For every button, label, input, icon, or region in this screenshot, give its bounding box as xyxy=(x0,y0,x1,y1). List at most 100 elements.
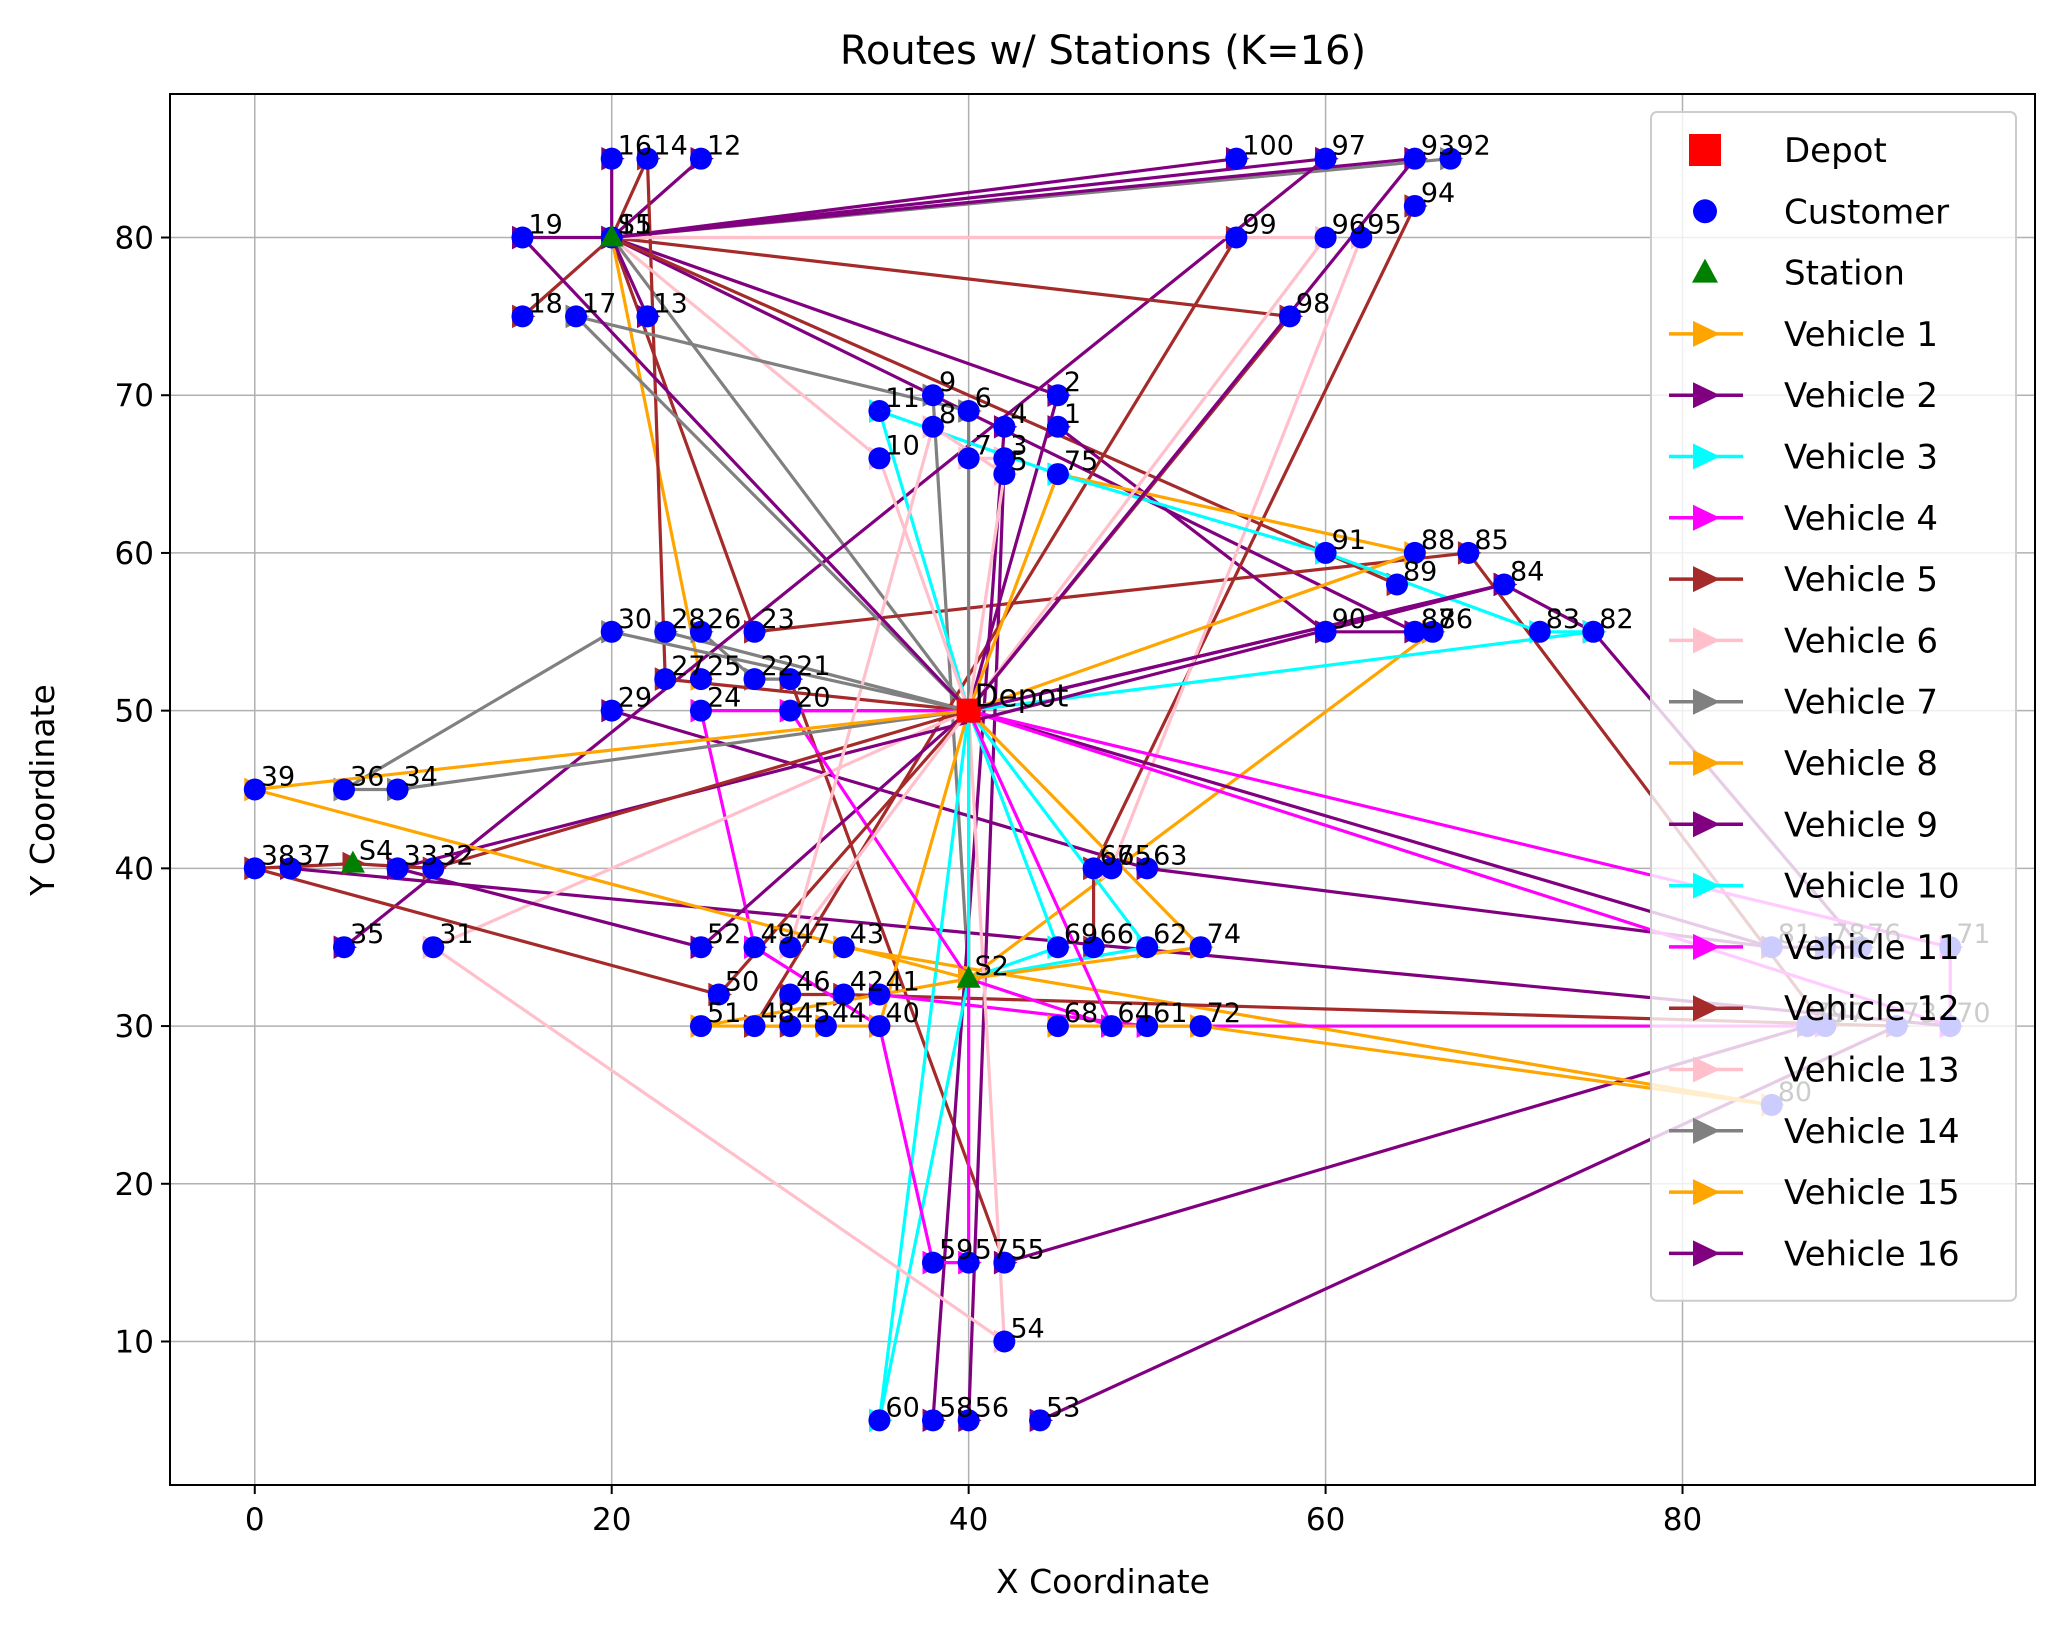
customer-label: 43 xyxy=(850,919,884,950)
route-segment xyxy=(521,236,970,712)
customer-label: 29 xyxy=(618,683,652,714)
route-segment xyxy=(967,473,1060,712)
legend-item: Vehicle 12 xyxy=(1669,989,1960,1029)
route-segment xyxy=(254,866,720,997)
depot-marker xyxy=(956,698,981,723)
customer-point xyxy=(1136,1015,1159,1038)
customer-point xyxy=(921,415,944,438)
legend-label: Depot xyxy=(1784,131,1887,171)
route-segment xyxy=(610,158,649,239)
legend-item: Vehicle 9 xyxy=(1669,805,1938,845)
customer-point xyxy=(993,1251,1016,1274)
legend-arrow-swatch xyxy=(1693,1240,1720,1267)
customer-label: 20 xyxy=(796,683,830,714)
customer-point xyxy=(689,936,712,959)
customer-label: 17 xyxy=(582,288,616,319)
route-segment xyxy=(968,709,1773,949)
legend-label: Vehicle 8 xyxy=(1784,744,1938,784)
legend-item: Vehicle 13 xyxy=(1669,1051,1960,1091)
depot-label: Depot xyxy=(975,679,1069,715)
customer-label: 15 xyxy=(618,210,652,241)
customer-point xyxy=(921,1251,944,1274)
customer-label: 96 xyxy=(1332,210,1366,241)
customer-point xyxy=(743,1015,766,1038)
customer-label: 8 xyxy=(939,399,956,430)
legend-label: Vehicle 9 xyxy=(1784,805,1938,845)
customer-label: 97 xyxy=(1332,131,1366,162)
y-tick-label: 80 xyxy=(115,221,154,257)
route-segment xyxy=(575,314,970,413)
legend-item: Vehicle 8 xyxy=(1669,744,1938,784)
route-segment xyxy=(397,866,702,949)
customer-label: 11 xyxy=(885,383,919,414)
route-segment xyxy=(967,236,1327,712)
customer-label: 93 xyxy=(1421,131,1455,162)
customer-label: 89 xyxy=(1403,556,1437,587)
legend-label: Vehicle 10 xyxy=(1784,867,1960,907)
customer-label: 90 xyxy=(1332,604,1366,635)
legend-label: Vehicle 6 xyxy=(1784,621,1938,661)
customer-label: 63 xyxy=(1153,840,1187,871)
customer-point xyxy=(565,305,588,328)
customer-label: 65 xyxy=(1117,840,1151,871)
legend-item: Vehicle 1 xyxy=(1669,315,1938,355)
customer-point xyxy=(689,668,712,691)
route-segment xyxy=(968,977,1112,1028)
customer-point xyxy=(1278,305,1301,328)
legend-arrow-swatch xyxy=(1693,811,1720,838)
route-segment xyxy=(254,862,354,870)
customer-label: 6 xyxy=(975,383,992,414)
legend-arrow-swatch xyxy=(1693,750,1720,776)
customer-point xyxy=(1189,1015,1212,1038)
customer-point xyxy=(1493,573,1516,596)
legend-label: Vehicle 4 xyxy=(1784,499,1938,539)
customer-label: 28 xyxy=(671,604,705,635)
customer-point xyxy=(689,699,712,722)
legend-item: Vehicle 7 xyxy=(1669,683,1938,723)
customer-point xyxy=(386,778,409,801)
legend-item: Vehicle 11 xyxy=(1669,928,1960,968)
customer-label: 39 xyxy=(261,762,295,793)
route-segment xyxy=(254,709,969,792)
customer-point xyxy=(1314,620,1337,643)
customer-label: 52 xyxy=(707,919,741,950)
route-segment xyxy=(877,710,971,1027)
customer-point xyxy=(636,305,659,328)
customer-point xyxy=(422,936,445,959)
customer-label: 91 xyxy=(1332,525,1366,556)
customer-point xyxy=(1314,147,1337,170)
route-segment xyxy=(877,978,971,1421)
route-segment xyxy=(967,157,1417,712)
customer-label: 83 xyxy=(1546,604,1580,635)
legend-item: Depot xyxy=(1689,131,1887,171)
customer-point xyxy=(868,983,891,1006)
customer-point xyxy=(957,399,980,422)
customer-point xyxy=(1136,857,1159,880)
customer-point xyxy=(1082,857,1105,880)
legend-customer-swatch xyxy=(1693,199,1717,224)
customer-label: 59 xyxy=(939,1235,973,1266)
customer-point xyxy=(832,983,855,1006)
legend-arrow-swatch xyxy=(1693,872,1720,899)
route-segment xyxy=(1057,472,1416,555)
y-tick-label: 10 xyxy=(115,1324,154,1360)
customer-point xyxy=(1046,384,1069,407)
customer-label: 34 xyxy=(404,762,438,793)
customer-label: 94 xyxy=(1421,178,1455,209)
legend-station-swatch xyxy=(1692,258,1718,283)
customer-label: 62 xyxy=(1153,919,1187,950)
station-point xyxy=(956,965,981,988)
x-tick-label: 60 xyxy=(1306,1502,1345,1538)
customer-point xyxy=(993,447,1016,470)
y-tick-label: 60 xyxy=(115,536,154,572)
y-tick-label: 40 xyxy=(115,851,154,887)
customer-point xyxy=(1314,541,1337,564)
y-tick-label: 70 xyxy=(115,378,154,414)
customer-label: 37 xyxy=(296,840,330,871)
route-segment xyxy=(521,236,613,318)
customer-point xyxy=(333,936,356,959)
customer-label: 41 xyxy=(885,967,919,998)
route-segment xyxy=(968,945,1201,981)
customer-label: 68 xyxy=(1064,998,1098,1029)
customer-label: 30 xyxy=(618,604,652,635)
